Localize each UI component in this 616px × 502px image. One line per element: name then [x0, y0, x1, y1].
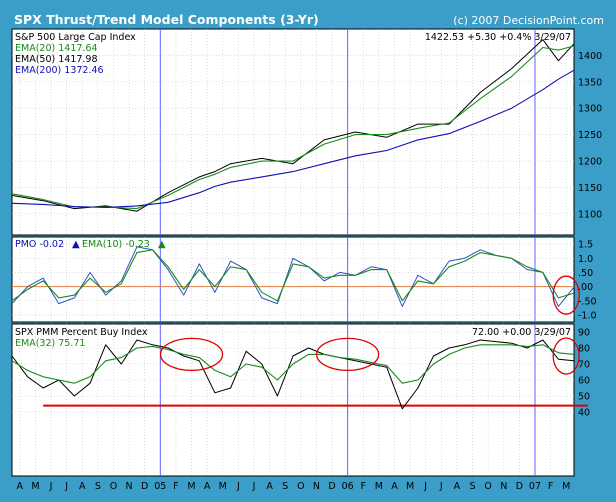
x-tick-label: J: [252, 481, 256, 492]
x-tick-label: 05: [154, 481, 166, 492]
y-tick-label: -.50: [578, 296, 597, 307]
y-tick-label: 1200: [578, 157, 602, 168]
annotation-ellipse: [315, 337, 380, 372]
x-tick-label: S: [470, 481, 476, 492]
x-tick-label: D: [516, 481, 523, 492]
annotation-ellipse: [552, 337, 580, 375]
pmo-up-arrow-icon: ▲: [72, 239, 80, 250]
x-tick-label: A: [204, 481, 211, 492]
x-tick-label: J: [236, 481, 240, 492]
price-panel: [11, 28, 575, 236]
series-line-2-0: [11, 339, 575, 410]
pmm-panel: [11, 323, 575, 477]
pmm-ema-label: EMA(32) 75.71: [15, 338, 85, 349]
y-tick-label: 80: [578, 344, 590, 355]
x-tick-label: O: [484, 481, 491, 492]
x-tick-label: D: [141, 481, 148, 492]
legend-ema20: EMA(20) 1417.64: [15, 43, 98, 54]
pmo-panel: [11, 236, 575, 323]
y-tick-label: 60: [578, 376, 590, 387]
x-tick-label: N: [126, 481, 133, 492]
y-tick-label: .50: [578, 268, 593, 279]
series-line-0-2: [11, 69, 575, 209]
series-line-0-1: [11, 45, 575, 210]
y-tick-label: 40: [578, 408, 590, 419]
x-tick-label: J: [423, 481, 427, 492]
x-tick-label: M: [406, 481, 414, 492]
y-tick-label: 1350: [578, 77, 602, 88]
y-tick-label: 1150: [578, 183, 602, 194]
y-tick-label: 1300: [578, 104, 602, 115]
pmm-panel-title: SPX PMM Percent Buy Index: [15, 327, 148, 338]
x-tick-label: O: [110, 481, 117, 492]
y-tick-label: -1.0: [578, 310, 597, 321]
legend-ema200: EMA(200) 1372.46: [15, 65, 104, 76]
x-tick-label: S: [95, 481, 101, 492]
series-line-2-1: [11, 344, 575, 384]
y-tick-label: .00: [578, 282, 593, 293]
x-tick-label: F: [173, 481, 178, 492]
x-tick-label: N: [500, 481, 507, 492]
y-tick-label: 50: [578, 392, 590, 403]
grid: [12, 29, 588, 476]
x-tick-label: A: [454, 481, 461, 492]
x-tick-label: A: [391, 481, 398, 492]
legend-ema50: EMA(50) 1417.98: [15, 54, 98, 65]
pmm-quote: 72.00 +0.00 3/29/07: [472, 327, 571, 338]
x-tick-label: A: [17, 481, 24, 492]
x-tick-label: M: [219, 481, 227, 492]
x-tick-label: 07: [529, 481, 541, 492]
price-quote: 1422.53 +5.30 +0.4% 3/29/07: [425, 32, 571, 43]
pmo-ema-label: EMA(10) -0.23: [82, 239, 150, 250]
x-tick-label: S: [282, 481, 288, 492]
y-tick-label: 1.5: [578, 240, 593, 251]
ema-up-arrow-icon: ▲: [158, 239, 166, 250]
x-tick-label: M: [562, 481, 570, 492]
price-panel-title: S&P 500 Large Cap Index: [15, 32, 136, 43]
x-tick-label: A: [79, 481, 86, 492]
x-tick-label: J: [49, 481, 53, 492]
pmo-label: PMO -0.02: [15, 239, 64, 250]
series-layer: [11, 39, 580, 410]
x-tick-label: A: [266, 481, 273, 492]
x-tick-label: D: [328, 481, 335, 492]
y-tick-label: 90: [578, 328, 590, 339]
y-tick-label: 1.0: [578, 254, 593, 265]
x-tick-label: F: [548, 481, 553, 492]
x-tick-label: J: [64, 481, 68, 492]
y-tick-label: 1400: [578, 51, 602, 62]
annotation-ellipse: [159, 337, 224, 372]
annotation-ellipse: [552, 275, 580, 315]
y-tick-label: 1250: [578, 130, 602, 141]
x-tick-label: M: [375, 481, 383, 492]
y-tick-label: 1100: [578, 209, 602, 220]
x-tick-label: O: [297, 481, 304, 492]
x-tick-label: J: [439, 481, 443, 492]
x-tick-label: 06: [342, 481, 354, 492]
x-tick-label: F: [361, 481, 366, 492]
chart-title: SPX Thrust/Trend Model Components (3-Yr): [14, 12, 319, 27]
labels-layer: 1100 1150 1200 1250 1300 1350 1400 -1.0 -.50 .00.…: [17, 51, 603, 492]
y-tick-label: 70: [578, 360, 590, 371]
x-tick-label: N: [313, 481, 320, 492]
x-tick-label: M: [187, 481, 195, 492]
series-line-1-0: [11, 246, 575, 307]
credit-text: (c) 2007 DecisionPoint.com: [453, 14, 604, 27]
series-line-1-1: [11, 249, 575, 302]
x-tick-label: M: [31, 481, 39, 492]
